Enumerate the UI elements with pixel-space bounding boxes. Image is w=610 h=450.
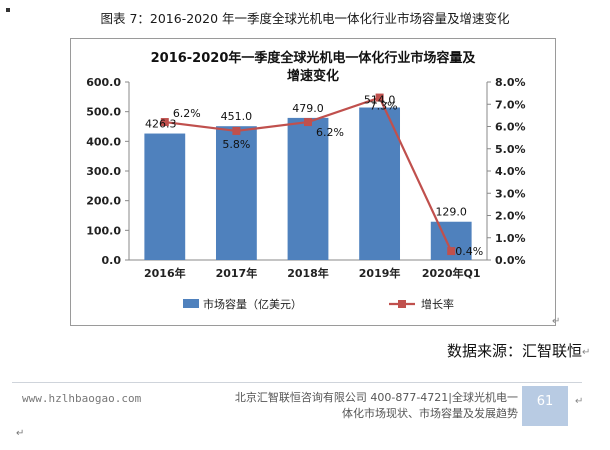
growth-marker-2 (304, 118, 312, 127)
data-source: 数据来源：汇智联恒 (446, 342, 582, 360)
y-left-tick-label: 300.0 (86, 165, 121, 178)
growth-marker-0 (160, 118, 169, 127)
legend-line-marker (398, 300, 406, 308)
bar-value-label: 514.0 (364, 94, 396, 107)
growth-value-label: 6.2% (173, 107, 201, 120)
growth-value-label: 5.8% (222, 138, 250, 151)
bar-value-label: 479.0 (292, 102, 324, 115)
chart-frame: 2016-2020年一季度全球光机电一体化行业市场容量及 增速变化 0.0 100.0… (70, 38, 556, 326)
y-left-tick-label: 600.0 (86, 76, 121, 89)
y-right-tick-label: 3.0% (495, 187, 526, 200)
y-left-tick-label: 100.0 (86, 224, 121, 237)
x-tick-label: 2020年Q1 (422, 266, 481, 280)
legend-bar-label: 市场容量（亿美元） (203, 297, 302, 311)
y-left-tick-label: 500.0 (86, 106, 121, 119)
paragraph-mark: ↵ (575, 396, 584, 407)
y-right-tick-label: 6.0% (495, 121, 526, 134)
y-right-tick-label: 0.0% (495, 254, 526, 267)
x-tick-label: 2019年 (359, 266, 401, 280)
legend-bar-swatch (183, 299, 199, 308)
growth-marker-3 (375, 93, 384, 102)
growth-value-label: 0.4% (455, 245, 483, 258)
y-right-tick-label: 8.0% (495, 76, 526, 89)
chart-title: 2016-2020年一季度全球光机电一体化行业市场容量及 (151, 50, 477, 66)
bar-value-label: 426.3 (145, 118, 177, 131)
legend-line-label: 增长率 (421, 297, 454, 311)
x-tick-label: 2018年 (287, 266, 329, 280)
y-right-tick-label: 7.0% (495, 98, 526, 111)
list-bullet (6, 8, 10, 12)
growth-value-label: 7.3% (370, 100, 398, 113)
chart-title-line-2: 增速变化 (287, 68, 339, 84)
bar-value-label: 451.0 (221, 110, 253, 123)
y-right-tick-label: 1.0% (495, 232, 526, 245)
website-link[interactable]: www.hzlhbaogao.com (22, 392, 142, 405)
footer-line-1: 北京汇智联恒咨询有限公司 400-877-4721|全球光机电一 (234, 391, 518, 404)
y-left-tick-label: 400.0 (86, 135, 121, 148)
figure-caption: 图表 7：2016-2020 年一季度全球光机电一体化行业市场容量及增速变化 (100, 11, 510, 26)
x-tick-label: 2016年 (144, 266, 186, 280)
footer-line-2: 体化市场现状、市场容量及发展趋势 (342, 407, 518, 420)
bar-2 (287, 117, 329, 260)
footer-text: 北京汇智联恒咨询有限公司 400-877-4721|全球光机电一 体化市场现状、… (218, 390, 518, 422)
bar-3 (359, 107, 401, 260)
growth-value-label: 6.2% (316, 126, 344, 139)
bar-value-label: 129.0 (435, 206, 467, 219)
footer-divider (12, 382, 582, 383)
paragraph-mark: ↵ (582, 347, 591, 358)
x-tick-label: 2017年 (216, 266, 258, 280)
bar-0 (144, 133, 186, 260)
paragraph-mark: ↵ (16, 428, 25, 439)
y-left-tick-label: 0.0 (102, 254, 122, 267)
paragraph-mark: ↵ (552, 316, 561, 327)
y-right-tick-label: 5.0% (495, 143, 526, 156)
page-number-box: 61 (522, 386, 568, 426)
growth-marker-1 (232, 126, 241, 135)
y-right-tick-label: 4.0% (495, 165, 526, 178)
y-right-tick-label: 2.0% (495, 210, 526, 223)
y-left-tick-label: 200.0 (86, 195, 121, 208)
bar-1 (215, 126, 257, 260)
growth-marker-4 (447, 247, 456, 256)
page-number: 61 (536, 394, 554, 409)
